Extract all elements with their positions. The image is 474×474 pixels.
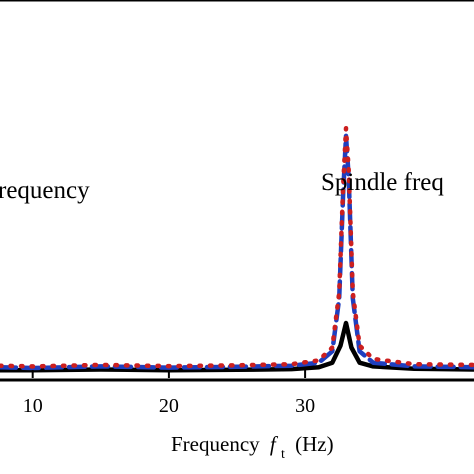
x-tick-layer: 10 20 30 — [23, 370, 315, 417]
x-axis-label-unit: (Hz) — [295, 432, 333, 456]
series-line-solid — [0, 320, 474, 373]
x-axis-label-symbol: f — [270, 432, 279, 456]
x-axis-label: Frequency f t (Hz) — [171, 432, 334, 463]
x-tick-label: 20 — [159, 395, 179, 417]
x-tick-label: 10 — [23, 395, 43, 417]
x-axis-label-text: Frequency — [171, 432, 260, 456]
series-line-dotted — [0, 126, 474, 369]
series-layer — [0, 126, 474, 373]
x-tick-label: 30 — [295, 395, 315, 417]
annotation-left-frequency: requency — [0, 177, 90, 204]
plot-frame — [0, 0, 474, 382]
annotation-spindle-frequency: Spindle freq — [321, 169, 444, 196]
x-axis-label-subscript: t — [281, 447, 285, 462]
